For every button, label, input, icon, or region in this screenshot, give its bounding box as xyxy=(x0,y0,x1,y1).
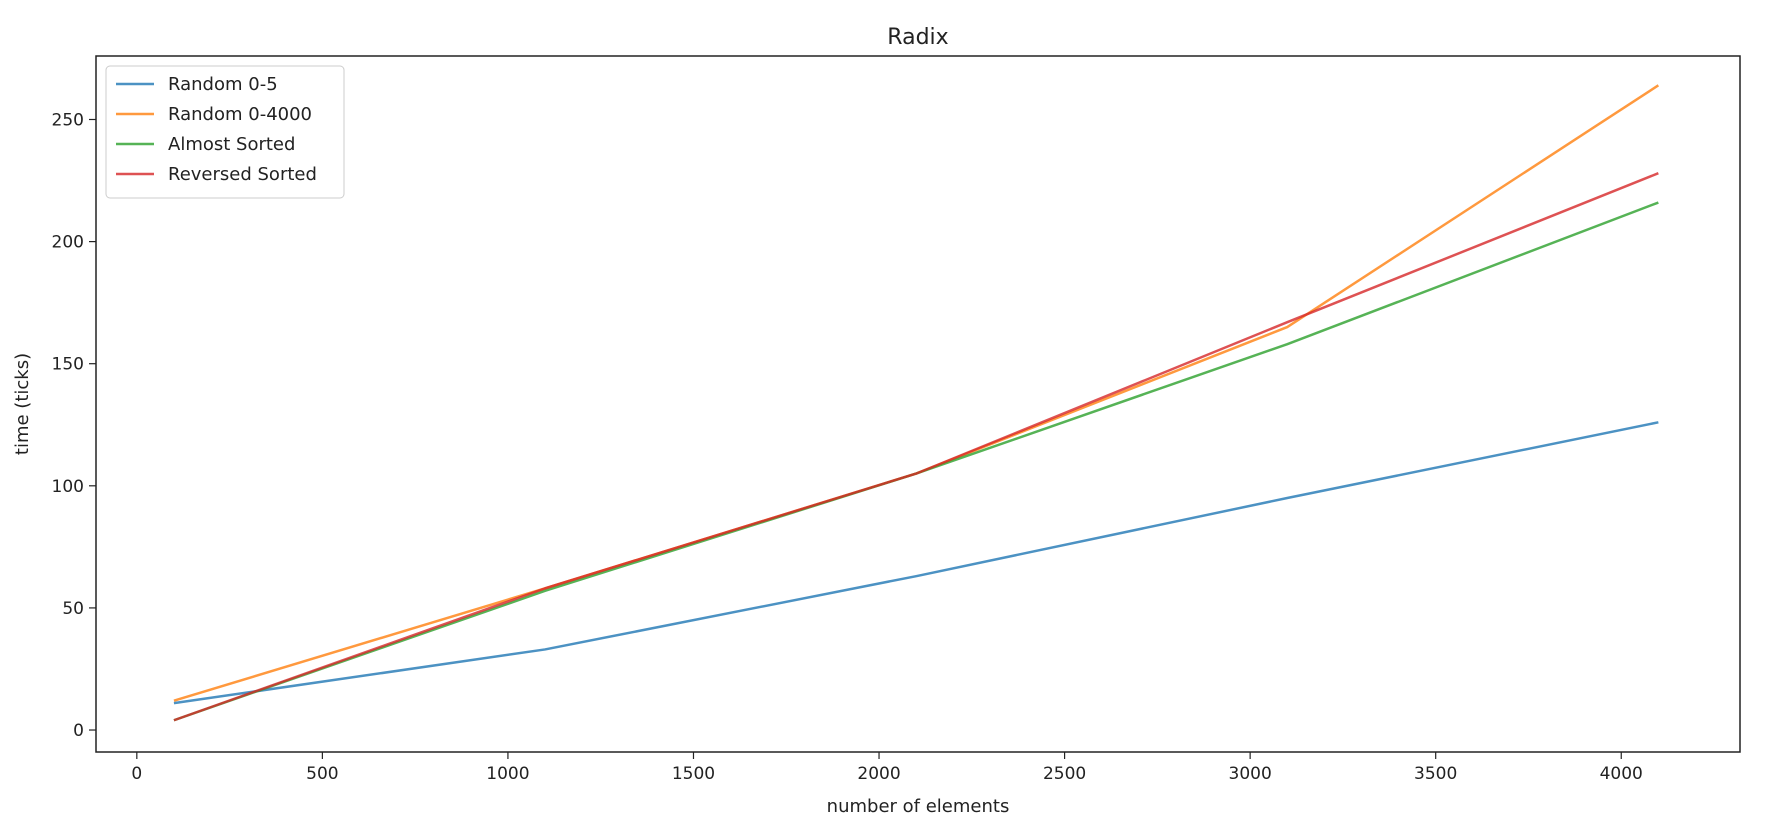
x-tick-label: 4000 xyxy=(1600,764,1643,784)
x-tick-label: 500 xyxy=(306,764,338,784)
series-lines xyxy=(173,84,1660,722)
x-tick-label: 1000 xyxy=(486,764,529,784)
y-tick-label: 200 xyxy=(52,233,84,253)
x-axis-label: number of elements xyxy=(827,796,1010,817)
series-line-reversed-sorted xyxy=(173,172,1659,722)
y-axis-label: time (ticks) xyxy=(12,353,33,455)
y-tick-label: 50 xyxy=(62,599,84,619)
y-tick-label: 150 xyxy=(52,355,84,375)
y-tick-label: 100 xyxy=(52,477,84,497)
y-tick-label: 0 xyxy=(73,721,84,741)
x-tick-label: 3000 xyxy=(1229,764,1272,784)
x-tick-label: 2000 xyxy=(857,764,900,784)
y-tick-label: 250 xyxy=(52,110,84,130)
x-tick-label: 2500 xyxy=(1043,764,1086,784)
legend-entry-label: Random 0-4000 xyxy=(168,104,312,125)
legend-entry-label: Random 0-5 xyxy=(168,74,278,95)
chart-title: Radix xyxy=(887,25,948,50)
series-line-random-0-5 xyxy=(173,421,1659,705)
x-tick-label: 3500 xyxy=(1414,764,1457,784)
x-tick-label: 0 xyxy=(131,764,142,784)
plot-area xyxy=(95,55,1741,753)
y-axis: 0 50 100 150 200 250 xyxy=(52,110,96,741)
legend-box xyxy=(105,65,345,199)
x-axis: 0 500 1000 1500 2000 2500 3000 3500 4000 xyxy=(131,752,1643,784)
x-tick-label: 1500 xyxy=(672,764,715,784)
legend: Random 0-5 Random 0-4000 Almost Sorted Reve… xyxy=(105,65,345,199)
legend-entry-label: Reversed Sorted xyxy=(168,164,317,185)
legend-entry-label: Almost Sorted xyxy=(168,134,295,155)
